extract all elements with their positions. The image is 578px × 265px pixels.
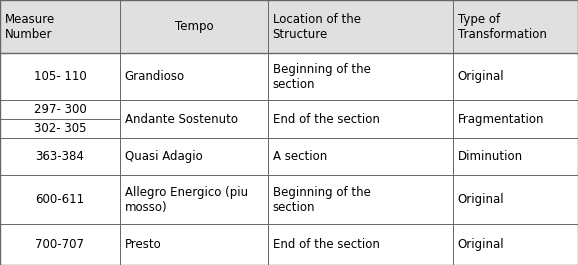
Bar [0,100,578,138]
Text: 700-707: 700-707 [35,238,84,251]
Text: Quasi Adagio: Quasi Adagio [125,150,202,163]
Text: A section: A section [273,150,327,163]
Text: Original: Original [458,70,505,83]
Text: 363-384: 363-384 [36,150,84,163]
Text: Allegro Energico (piu
mosso): Allegro Energico (piu mosso) [125,186,248,214]
Text: Beginning of the
section: Beginning of the section [273,63,370,91]
Bar [0,53,578,100]
Text: Fragmentation: Fragmentation [458,113,544,126]
Text: 302- 305: 302- 305 [34,122,86,135]
Text: Grandioso: Grandioso [125,70,185,83]
Text: Beginning of the
section: Beginning of the section [273,186,370,214]
Text: Original: Original [458,193,505,206]
Text: End of the section: End of the section [273,113,380,126]
Text: Presto: Presto [125,238,161,251]
Text: Location of the
Structure: Location of the Structure [273,13,361,41]
Text: Original: Original [458,238,505,251]
Bar [0,175,578,224]
Text: Diminution: Diminution [458,150,523,163]
Text: Andante Sostenuto: Andante Sostenuto [125,113,238,126]
Text: Tempo: Tempo [175,20,213,33]
Text: 600-611: 600-611 [35,193,84,206]
Bar [0,138,578,175]
Bar [0,224,578,265]
Text: Type of
Transformation: Type of Transformation [458,13,547,41]
Text: 105- 110: 105- 110 [34,70,86,83]
Bar [0,0,578,53]
Text: End of the section: End of the section [273,238,380,251]
Text: Measure
Number: Measure Number [5,13,55,41]
Text: 297- 300: 297- 300 [34,103,86,116]
